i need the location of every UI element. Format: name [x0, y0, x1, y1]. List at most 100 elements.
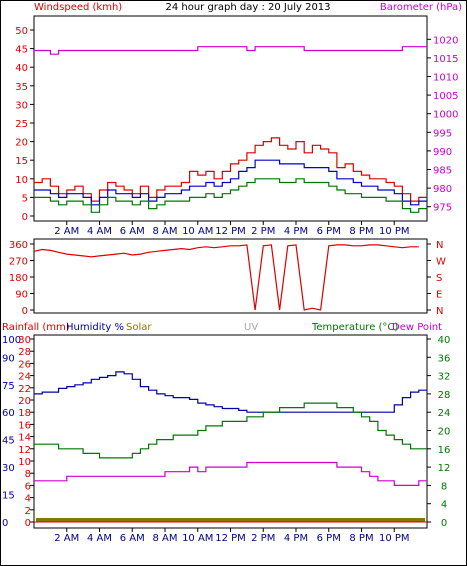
time-label: 10 AM	[182, 226, 213, 237]
humidity-ytick-label: 75	[2, 381, 15, 392]
time-label: 4 AM	[87, 226, 112, 237]
dir-ytick-label: 0	[22, 306, 28, 317]
time-label: 10 AM	[182, 533, 213, 544]
dewpoint-series	[34, 461, 427, 486]
rain-ytick-label: 6	[25, 481, 31, 492]
compass-label: N	[436, 306, 443, 317]
dir-ytick-label: 90	[15, 290, 28, 301]
wind-plot: 0510152025303540455097598098599099510001…	[15, 26, 458, 237]
legend-label: UV	[244, 322, 258, 333]
time-label: 10 PM	[379, 533, 410, 544]
baro-ytick-label: 1020	[433, 35, 458, 46]
compass-label: N	[436, 240, 443, 251]
time-label: 12 PM	[215, 226, 246, 237]
climate-panel	[33, 334, 428, 529]
wind-gust-series	[34, 137, 427, 202]
wind-low-series	[34, 178, 427, 213]
baro-ytick-label: 985	[433, 166, 452, 177]
time-label: 6 PM	[317, 226, 341, 237]
temp-ytick-label: 24	[438, 408, 451, 419]
wind-ytick-label: 25	[15, 119, 28, 130]
humidity-ytick-label: 30	[2, 463, 15, 474]
temp-ytick-label: 16	[438, 445, 451, 456]
time-label: 4 AM	[87, 533, 112, 544]
rain-ytick-label: 26	[18, 359, 31, 370]
time-label: 6 AM	[120, 226, 145, 237]
direction-panel	[33, 238, 428, 314]
baro-ytick-label: 980	[433, 184, 452, 195]
windspeed-axis-title: Windspeed (kmh)	[34, 2, 122, 13]
wind-ytick-label: 30	[15, 100, 28, 111]
time-label: 10 PM	[379, 226, 410, 237]
time-label: 4 PM	[284, 533, 308, 544]
rain-ytick-label: 28	[18, 347, 31, 358]
baro-ytick-label: 995	[433, 128, 452, 139]
compass-label: E	[436, 290, 442, 301]
temp-ytick-label: 0	[441, 518, 447, 529]
barometer-series	[34, 46, 427, 55]
wind-ytick-label: 5	[22, 193, 28, 204]
temp-ytick-label: 12	[438, 463, 451, 474]
temp-ytick-label: 36	[438, 353, 451, 364]
compass-label: W	[436, 257, 446, 268]
wind-average-series	[34, 159, 427, 206]
dir-ytick-label: 180	[9, 273, 28, 284]
wind-ytick-label: 0	[22, 212, 28, 223]
temp-ytick-label: 40	[438, 335, 451, 346]
rain-ytick-label: 2	[25, 506, 31, 517]
rain-ytick-label: 0	[25, 518, 31, 529]
rain-ytick-label: 8	[25, 469, 31, 480]
baro-ytick-label: 975	[433, 203, 452, 214]
time-label: 8 AM	[152, 226, 177, 237]
dir-ytick-label: 360	[9, 240, 28, 251]
humidity-ytick-label: 0	[2, 518, 8, 529]
rain-ytick-label: 4	[25, 494, 31, 505]
legend-label: Humidity %	[66, 322, 124, 333]
climate-plot: Rainfall (mm)Humidity % Solar UV Temperatur…	[2, 322, 450, 544]
humidity-ytick-label: 100	[2, 335, 21, 346]
wind-ytick-label: 40	[15, 63, 28, 74]
time-label: 2 PM	[251, 533, 275, 544]
legend-label: Rainfall (mm)	[2, 322, 70, 333]
solar-baseline-band	[36, 518, 425, 522]
graph-title: 24 hour graph day : 20 July 2013	[165, 2, 330, 13]
humidity-series	[34, 371, 427, 413]
temp-ytick-label: 20	[438, 427, 451, 438]
temp-ytick-label: 28	[438, 390, 451, 401]
time-label: 8 PM	[349, 533, 373, 544]
rain-ytick-label: 20	[18, 396, 31, 407]
baro-ytick-label: 990	[433, 147, 452, 158]
temp-ytick-label: 8	[441, 481, 447, 492]
baro-ytick-label: 1000	[433, 110, 458, 121]
wind-ytick-label: 15	[15, 156, 28, 167]
temp-ytick-label: 32	[438, 372, 451, 383]
rain-ytick-label: 10	[18, 457, 31, 468]
time-label: 6 PM	[317, 533, 341, 544]
wind-ytick-label: 45	[15, 45, 28, 56]
rain-ytick-label: 22	[18, 384, 31, 395]
rain-ytick-label: 18	[18, 408, 31, 419]
time-label: 2 PM	[251, 226, 275, 237]
rain-ytick-label: 30	[18, 335, 31, 346]
rain-ytick-label: 14	[18, 433, 31, 444]
dir-ytick-label: 270	[9, 257, 28, 268]
barometer-axis-title: Barometer (hPa)	[380, 2, 462, 13]
wind-ytick-label: 50	[15, 26, 28, 37]
legend-label: Solar	[126, 322, 152, 333]
wind-ytick-label: 35	[15, 82, 28, 93]
humidity-ytick-label: 45	[2, 436, 15, 447]
baro-ytick-label: 1005	[433, 91, 458, 102]
humidity-ytick-label: 90	[2, 353, 15, 364]
wind-direction-series	[33, 244, 419, 311]
humidity-ytick-label: 15	[2, 491, 15, 502]
time-label: 2 AM	[54, 533, 79, 544]
baro-ytick-label: 1010	[433, 73, 458, 84]
wind-ytick-label: 10	[15, 175, 28, 186]
humidity-ytick-label: 60	[2, 408, 15, 419]
temp-ytick-label: 4	[441, 500, 447, 511]
time-label: 4 PM	[284, 226, 308, 237]
time-label: 8 PM	[349, 226, 373, 237]
legend-label: Temperature (°C)	[311, 322, 398, 333]
